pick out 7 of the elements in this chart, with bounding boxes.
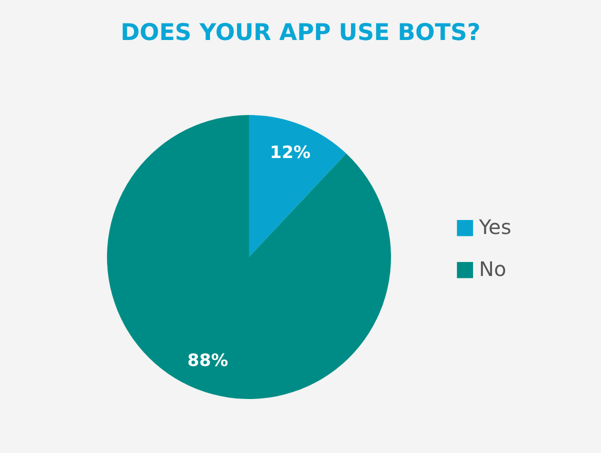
data-label: 12% [270, 142, 311, 163]
pie-slice [107, 115, 391, 399]
pie-slice [249, 115, 346, 257]
legend-label: Yes [478, 215, 512, 239]
legend-label: No [479, 257, 506, 281]
data-label: 88% [187, 351, 228, 372]
chart-title: DOES YOUR APP USE BOTS? [120, 20, 480, 46]
